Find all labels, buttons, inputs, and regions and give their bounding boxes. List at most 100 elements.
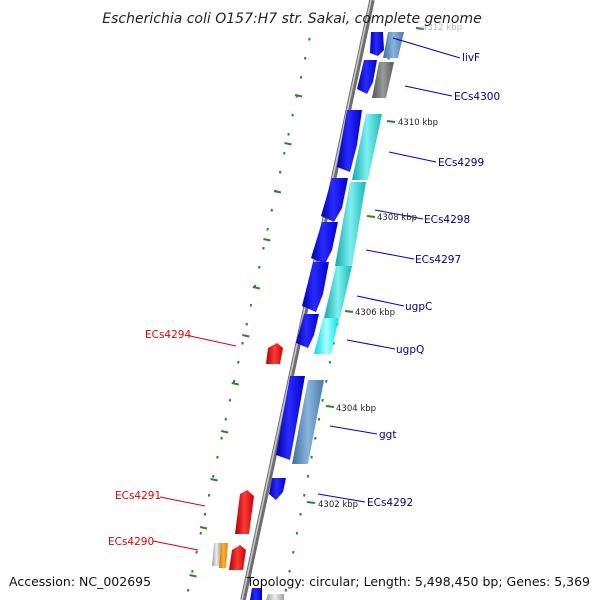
gene-arrow-livF <box>370 32 384 56</box>
dotted-track-dot <box>224 417 228 421</box>
dotted-track-dash <box>242 334 250 338</box>
dotted-track-dot <box>228 398 232 402</box>
tick-label-4308: 4308 kbp <box>377 213 417 223</box>
gene-arrow-ECs4298 <box>335 182 366 266</box>
tick-mark <box>325 405 335 408</box>
forward-gene-labels: livF ECs4300 ECs4299 ECs4298 ECs4297 ugp… <box>367 52 500 509</box>
gene-label-ECs4291: ECs4291 <box>115 490 161 502</box>
reverse-gene-labels: ECs4294 ECs4291 ECs4290 <box>108 329 191 548</box>
dotted-track-dash <box>220 430 229 434</box>
dotted-track-dot <box>321 398 324 402</box>
gene-label-livF: livF <box>462 52 480 64</box>
map-title: Escherichia coli O157:H7 str. Sakai, com… <box>102 11 481 27</box>
dotted-track-dot <box>270 208 274 212</box>
tick-mark <box>366 215 376 218</box>
dotted-track-dot <box>220 436 223 440</box>
dotted-track-dot <box>245 322 248 326</box>
dotted-track-dot <box>299 512 302 516</box>
gene-label-ECs4297: ECs4297 <box>415 254 461 266</box>
gene-arrows <box>212 32 404 600</box>
gene-arrow-ECs4299-a <box>337 110 362 172</box>
dotted-track-dot <box>328 360 332 364</box>
dotted-track-dot <box>303 56 307 60</box>
dotted-track-dash <box>231 382 239 386</box>
dotted-track-dot <box>299 75 303 79</box>
tick-label-4302: 4302 kbp <box>318 500 358 510</box>
gene-arrow-ECs4290 <box>229 545 246 570</box>
tick-label-4310: 4310 kbp <box>398 118 438 128</box>
dotted-track-dot <box>314 436 317 440</box>
gene-arrow-ECs4300 <box>372 62 394 98</box>
gene-label-ECs4300: ECs4300 <box>454 91 500 103</box>
gene-label-ggt: ggt <box>379 429 396 441</box>
topology-text: Topology: circular; Length: 5,498,450 bp… <box>246 574 590 589</box>
dotted-track-dot <box>306 474 310 478</box>
dotted-track-dot <box>186 588 190 592</box>
dotted-track-dot <box>310 455 313 459</box>
dotted-track-dot <box>287 132 290 136</box>
tick-mark <box>386 120 396 123</box>
dotted-track-dot <box>266 227 269 231</box>
dotted-track-dash <box>189 574 197 578</box>
dotted-track-dash <box>294 94 303 98</box>
gene-label-ECs4292: ECs4292 <box>367 497 413 509</box>
tick-mark <box>306 501 316 504</box>
gene-arrow-ECs4297 <box>311 222 338 264</box>
tick-label-4304: 4304 kbp <box>336 404 376 414</box>
gene-arrow-ugpQ-a <box>296 314 319 348</box>
dotted-track-dot <box>249 303 253 307</box>
accession-text: Accession: NC_002695 <box>9 574 151 589</box>
dotted-track-dot <box>207 493 211 497</box>
tick-label-4306: 4306 kbp <box>355 308 395 318</box>
dotted-track-dot <box>288 569 291 573</box>
gene-arrow-ECs4300-a <box>357 60 377 94</box>
dotted-track-dash <box>199 526 208 530</box>
dotted-track-dash <box>263 238 271 242</box>
gene-label-ECs4294: ECs4294 <box>145 329 191 341</box>
tick-mark <box>415 27 425 30</box>
gene-arrow-ECs4298-a <box>321 178 348 222</box>
dotted-track-dot <box>212 474 215 478</box>
dotted-track-dot <box>317 417 321 421</box>
gene-arrow-ugpC-a <box>302 262 329 312</box>
gene-arrow-bottom-b <box>266 594 284 600</box>
gene-arrow-ggt <box>292 380 324 464</box>
dotted-track-dash <box>284 142 292 146</box>
dotted-track-dot <box>278 170 282 174</box>
gene-arrow-ugpQ <box>314 318 339 354</box>
dotted-track-dash <box>273 190 282 194</box>
gene-label-ugpQ: ugpQ <box>396 344 424 356</box>
gene-arrow-ECs4290-b <box>219 543 228 568</box>
dotted-track-dot <box>216 455 219 459</box>
gene-label-ECs4298: ECs4298 <box>424 214 470 226</box>
gene-arrow-ugpC <box>324 266 352 318</box>
dotted-track-dash <box>252 286 261 290</box>
dotted-track-dot <box>332 341 335 345</box>
dotted-track-dot <box>262 246 265 250</box>
gene-arrow-ggt-a <box>276 376 305 460</box>
gene-arrow-ECs4291 <box>235 490 254 534</box>
gene-label-ECs4299: ECs4299 <box>438 157 484 169</box>
dotted-track-dot <box>191 569 194 573</box>
gene-arrow-ECs4290-a <box>212 543 221 566</box>
dotted-track-dash <box>210 478 218 482</box>
dotted-track-dot <box>295 531 299 535</box>
dotted-track-dot <box>291 113 294 117</box>
tick-mark <box>344 310 354 313</box>
tick-label-4312: 4312 kbp <box>422 23 462 33</box>
gene-label-ugpC: ugpC <box>405 301 432 313</box>
dotted-track-dot <box>325 379 328 383</box>
gene-arrow-ECs4294 <box>266 343 283 364</box>
dotted-track-dot <box>291 550 295 554</box>
gene-arrow-ECs4292 <box>269 478 286 500</box>
gene-arrow-bottom-a <box>250 588 262 600</box>
dotted-track-dot <box>199 531 202 535</box>
dotted-track-dot <box>237 360 240 364</box>
gene-label-ECs4290: ECs4290 <box>108 536 154 548</box>
dotted-track-dot <box>303 493 306 497</box>
tick-marks <box>306 27 425 504</box>
dotted-track-dot <box>284 588 288 592</box>
dotted-track-dot <box>241 341 244 345</box>
leader-lines <box>152 37 461 551</box>
